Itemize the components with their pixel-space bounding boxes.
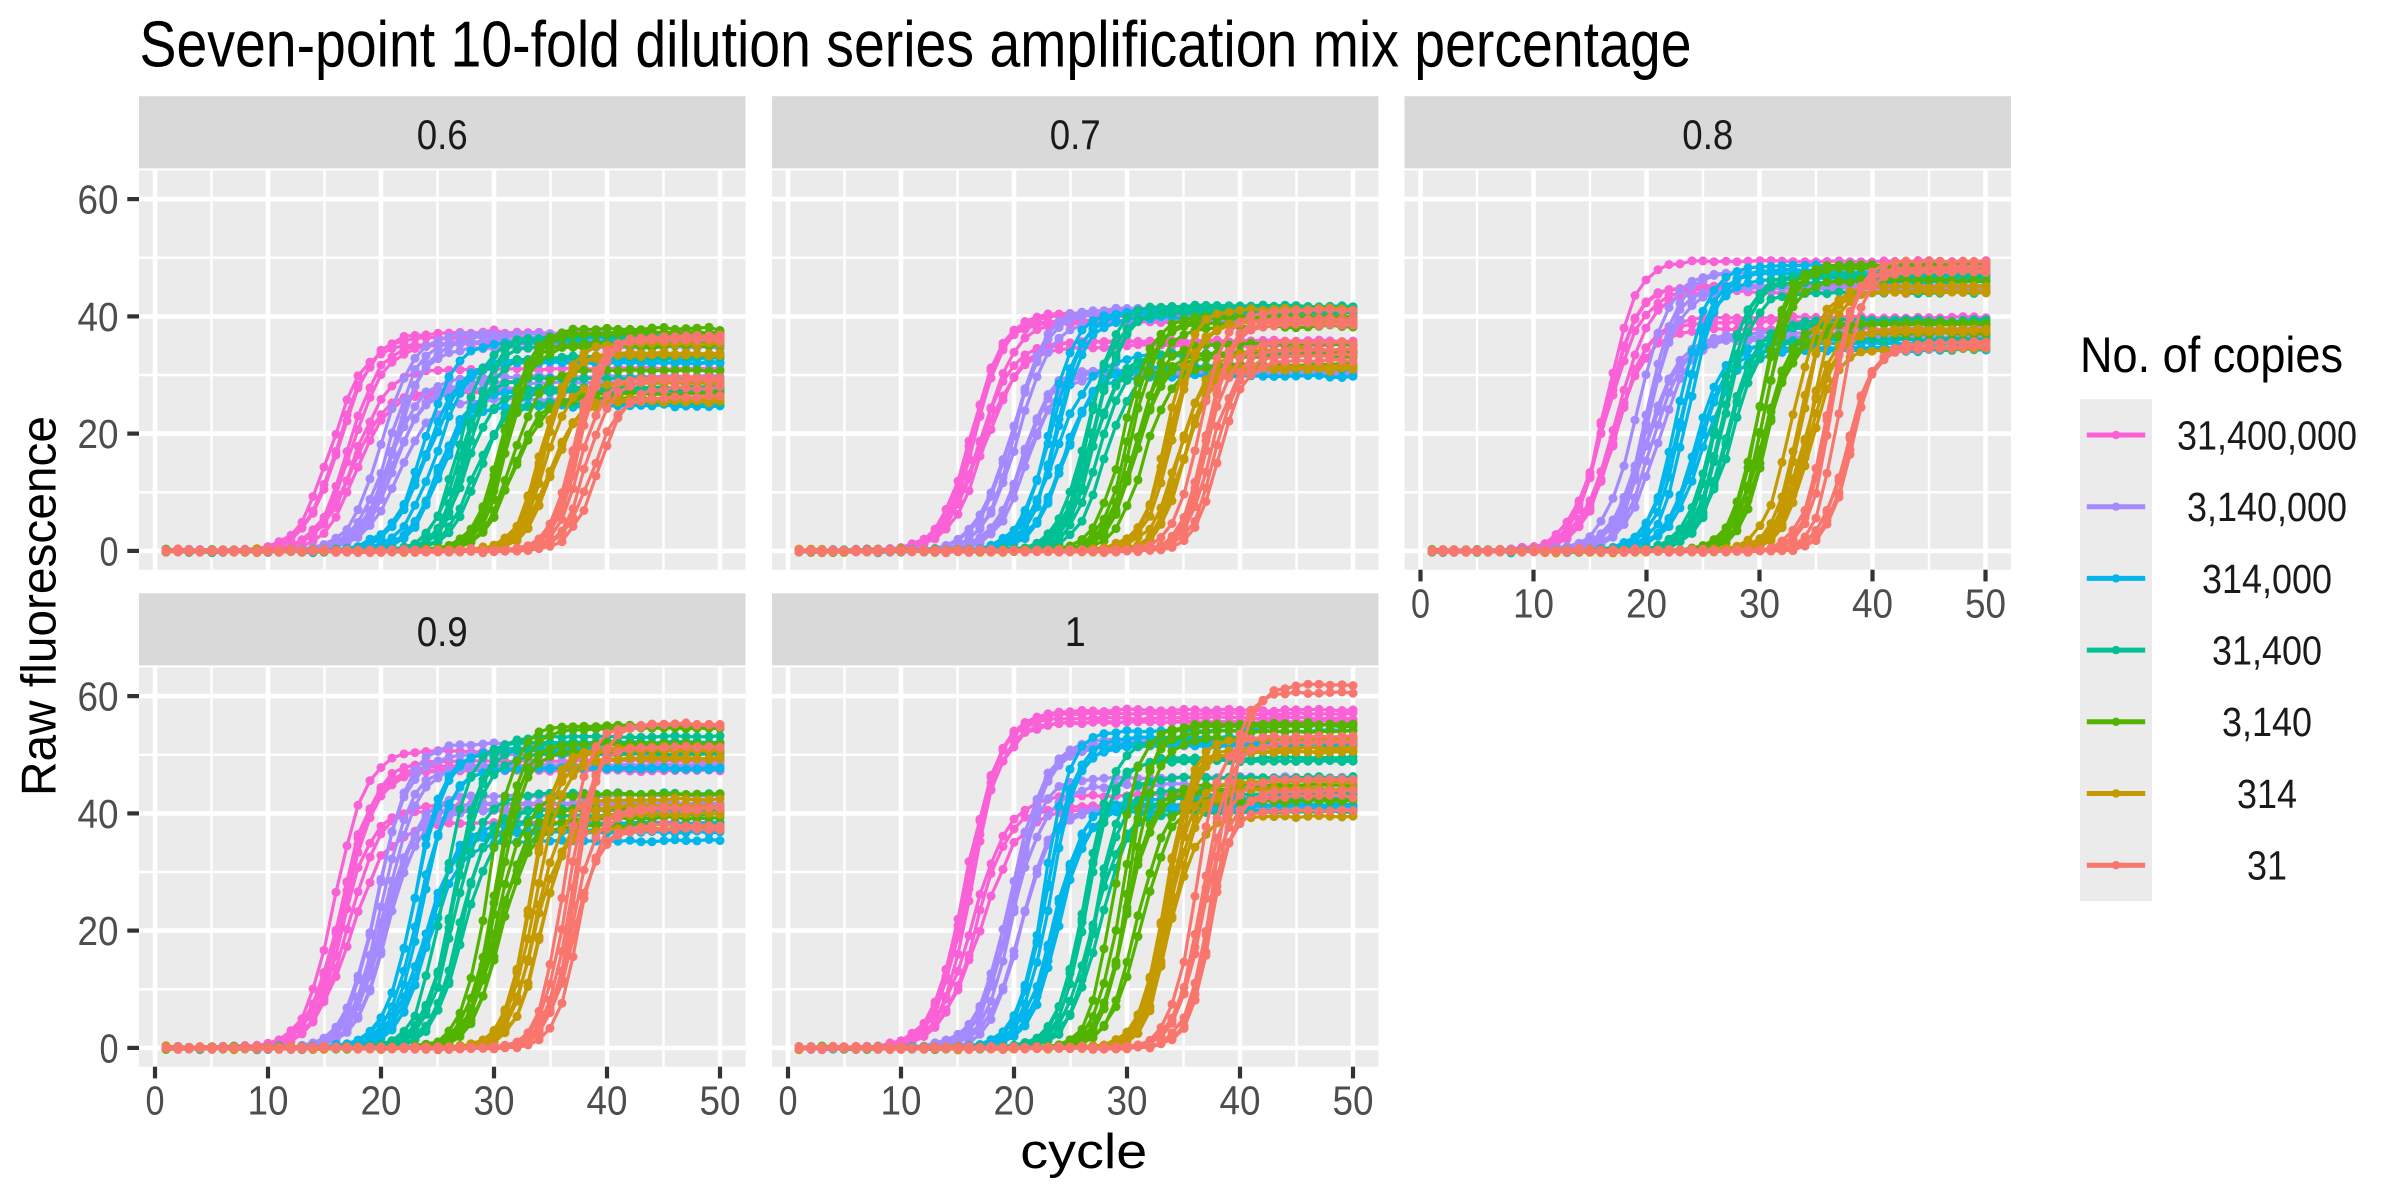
svg-text:50: 50 [1333,1078,1374,1124]
svg-text:1: 1 [1065,608,1086,655]
svg-text:314,000: 314,000 [2202,556,2332,602]
svg-text:3,140,000: 3,140,000 [2187,484,2347,530]
svg-text:Raw fluorescence: Raw fluorescence [13,416,67,796]
svg-text:0: 0 [1411,581,1430,627]
svg-text:10: 10 [881,1078,922,1124]
svg-text:31: 31 [2247,843,2287,889]
svg-text:40: 40 [1220,1078,1261,1124]
svg-text:60: 60 [78,177,119,223]
svg-text:0: 0 [100,1025,119,1071]
svg-text:40: 40 [587,1078,628,1124]
svg-text:50: 50 [700,1078,741,1124]
svg-text:0: 0 [100,528,119,574]
svg-text:20: 20 [994,1078,1035,1124]
svg-text:40: 40 [78,791,119,837]
svg-text:50: 50 [1965,581,2006,627]
svg-text:30: 30 [474,1078,515,1124]
svg-text:0: 0 [779,1078,798,1124]
svg-text:10: 10 [248,1078,289,1124]
svg-text:Seven-point 10-fold dilution s: Seven-point 10-fold dilution series ampl… [140,8,1692,81]
svg-text:60: 60 [78,674,119,720]
svg-text:40: 40 [1852,581,1893,627]
svg-text:40: 40 [78,294,119,340]
svg-text:0: 0 [146,1078,165,1124]
svg-text:30: 30 [1739,581,1780,627]
svg-text:10: 10 [1513,581,1554,627]
svg-text:31,400,000: 31,400,000 [2177,412,2357,458]
svg-text:31,400: 31,400 [2212,628,2322,674]
svg-text:0.8: 0.8 [1682,111,1733,158]
svg-text:0.6: 0.6 [417,111,468,158]
svg-text:20: 20 [1626,581,1667,627]
svg-text:20: 20 [78,908,119,954]
svg-text:20: 20 [78,411,119,457]
svg-text:0.7: 0.7 [1050,111,1101,158]
svg-text:No. of copies: No. of copies [2080,327,2343,383]
svg-text:30: 30 [1107,1078,1148,1124]
svg-text:314: 314 [2237,771,2297,817]
svg-text:3,140: 3,140 [2222,699,2312,745]
svg-text:20: 20 [361,1078,402,1124]
svg-text:cycle: cycle [1020,1125,1147,1179]
svg-text:0.9: 0.9 [417,608,468,655]
